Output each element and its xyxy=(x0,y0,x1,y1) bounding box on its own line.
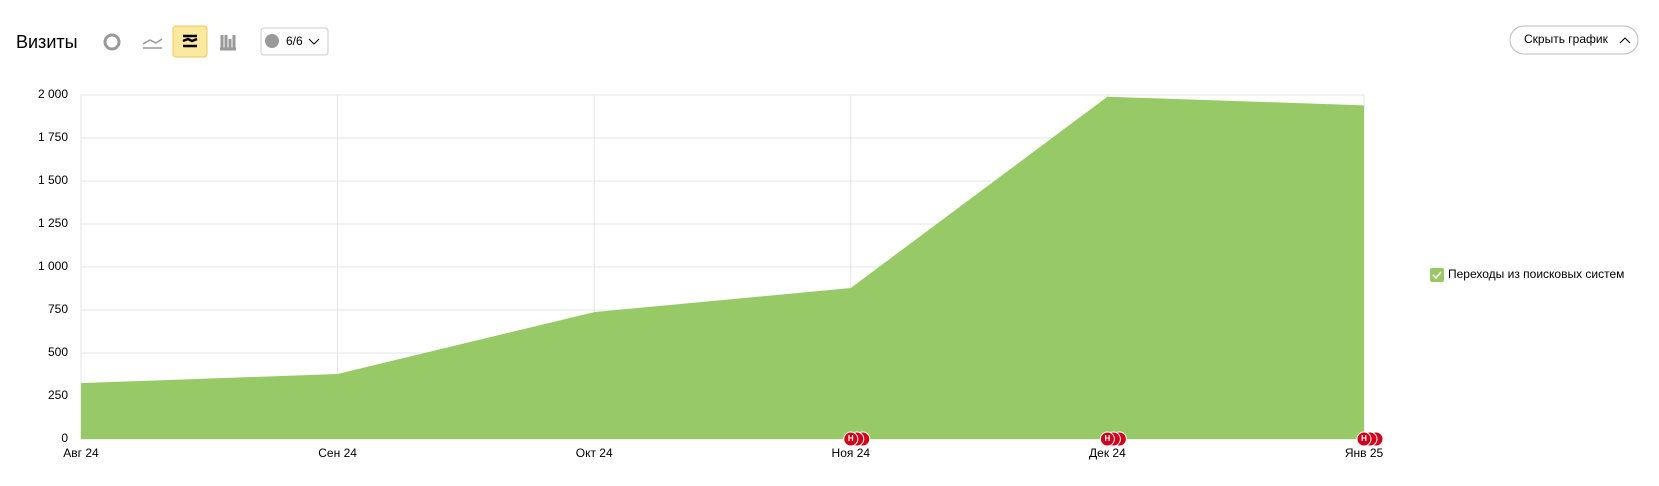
y-tick-label: 250 xyxy=(48,388,68,402)
y-tick-label: 500 xyxy=(48,345,68,359)
y-tick-label: 1 500 xyxy=(38,173,68,187)
annotation-label[interactable]: Н xyxy=(848,434,854,443)
x-tick-label: Авг 24 xyxy=(63,446,99,460)
plot: 0 250 500 750 1 000 1 250 1 500 1 750 2 000 Авг 2… xyxy=(38,87,1624,460)
y-tick-label: 1 750 xyxy=(38,130,68,144)
comments-count: 6/6 xyxy=(286,34,303,48)
x-tick-label: Дек 24 xyxy=(1089,446,1126,460)
y-tick-label: 750 xyxy=(48,302,68,316)
x-tick-label: Ноя 24 xyxy=(832,446,871,460)
legend-label: Переходы из поисковых систем xyxy=(1448,267,1624,281)
comment-icon xyxy=(265,34,279,48)
comments-button[interactable] xyxy=(260,27,329,56)
pie-icon[interactable] xyxy=(103,33,121,51)
y-tick-label: 2 000 xyxy=(38,87,68,101)
legend-check xyxy=(1432,271,1442,280)
x-tick-label: Сен 24 xyxy=(318,446,357,460)
y-tick-label: 1 250 xyxy=(38,216,68,230)
toolbar: 6/6 Скрыть график xyxy=(103,25,1639,58)
annotation-label[interactable]: Н xyxy=(1105,434,1111,443)
x-tick-label: Окт 24 xyxy=(576,446,613,460)
legend-checkbox[interactable] xyxy=(1430,268,1444,282)
x-tick-label: Янв 25 xyxy=(1345,446,1384,460)
annotation-marker xyxy=(843,431,859,447)
annotation-marker xyxy=(1356,431,1372,447)
line-icon[interactable] xyxy=(142,38,163,49)
chevron xyxy=(308,38,320,45)
hide-chart-label: Скрыть график xyxy=(1524,32,1609,46)
annotation-label[interactable]: Н xyxy=(1361,434,1367,443)
hide-chart-button[interactable] xyxy=(1509,25,1639,55)
area-icon-active[interactable] xyxy=(172,25,208,58)
chevron xyxy=(1619,37,1631,44)
area-icon xyxy=(182,34,198,48)
annotation-marker xyxy=(1099,431,1115,447)
y-tick-label: 0 xyxy=(61,431,68,445)
title: Визиты xyxy=(16,32,78,52)
area xyxy=(81,96,1364,439)
bar-icon[interactable] xyxy=(220,35,236,51)
y-tick-label: 1 000 xyxy=(38,259,68,273)
